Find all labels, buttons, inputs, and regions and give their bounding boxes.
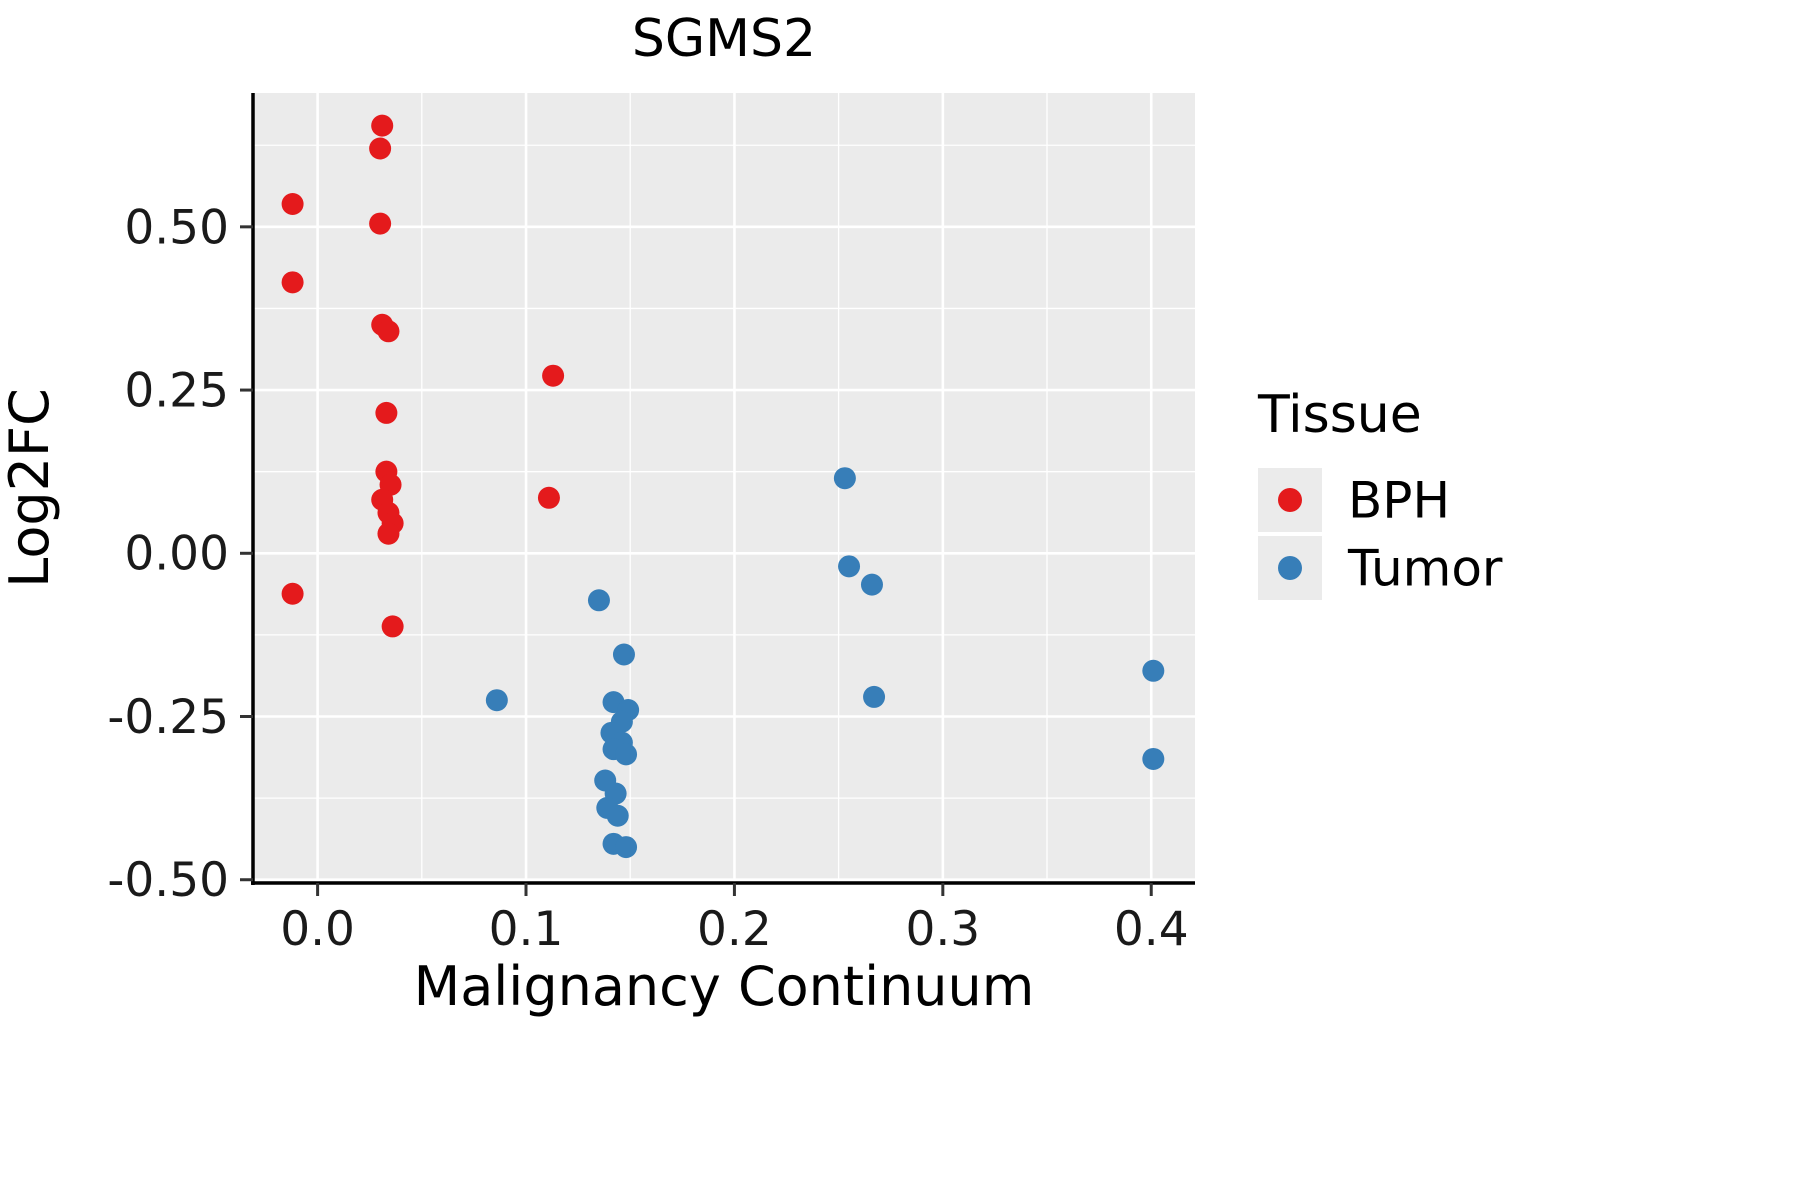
gridlines (253, 93, 1195, 883)
data-point-bph (281, 192, 304, 215)
y-tick-label: 0.25 (124, 364, 229, 419)
data-point-tumor (1142, 659, 1165, 682)
x-tick-label: 0.0 (280, 902, 355, 957)
data-point-bph (537, 486, 560, 509)
legend-label-tumor: Tumor (1347, 540, 1503, 598)
axes: 0.0 0.1 0.2 0.3 0.4 -0.50 -0.25 0.00 0.25 0.50 (107, 93, 1195, 957)
x-tick-label: 0.2 (697, 902, 772, 957)
x-tick-label: 0.4 (1114, 902, 1189, 957)
data-points (281, 114, 1165, 859)
legend-title: Tissue (1257, 385, 1422, 445)
x-axis-label: Malignancy Continuum (414, 955, 1035, 1018)
y-tick-label: 0.50 (124, 200, 229, 255)
data-point-tumor (587, 589, 610, 612)
data-point-tumor (485, 689, 508, 712)
y-tick-label: -0.50 (107, 853, 229, 908)
data-point-tumor (612, 643, 635, 666)
legend-entry-bph: BPH (1258, 468, 1450, 532)
data-point-bph (371, 114, 394, 137)
data-point-bph (381, 615, 404, 638)
data-point-tumor (606, 804, 629, 827)
data-point-tumor (860, 573, 883, 596)
data-point-bph (281, 271, 304, 294)
data-point-bph (377, 320, 400, 343)
data-point-bph (369, 212, 392, 235)
data-point-bph (377, 522, 400, 545)
data-point-bph (369, 137, 392, 160)
data-point-tumor (615, 743, 638, 766)
plot-panel (253, 93, 1195, 883)
data-point-tumor (863, 685, 886, 708)
data-point-tumor (838, 555, 861, 578)
data-point-bph (281, 582, 304, 605)
data-point-tumor (615, 836, 638, 859)
legend-entry-tumor: Tumor (1258, 536, 1503, 600)
y-tick-label: -0.25 (107, 690, 229, 745)
x-tick-label: 0.1 (489, 902, 564, 957)
plot-title: SGMS2 (632, 9, 816, 69)
data-point-bph (542, 364, 565, 387)
legend-label-bph: BPH (1348, 472, 1450, 530)
legend: Tissue BPH Tumor (1257, 385, 1503, 600)
data-point-tumor (1142, 747, 1165, 770)
data-point-bph (375, 401, 398, 424)
y-tick-label: 0.00 (124, 527, 229, 582)
legend-dot-tumor (1278, 556, 1302, 580)
x-tick-label: 0.3 (905, 902, 980, 957)
legend-dot-bph (1278, 488, 1302, 512)
y-axis-label: Log2FC (0, 388, 61, 588)
data-point-tumor (833, 467, 856, 490)
panel-background (253, 93, 1195, 883)
